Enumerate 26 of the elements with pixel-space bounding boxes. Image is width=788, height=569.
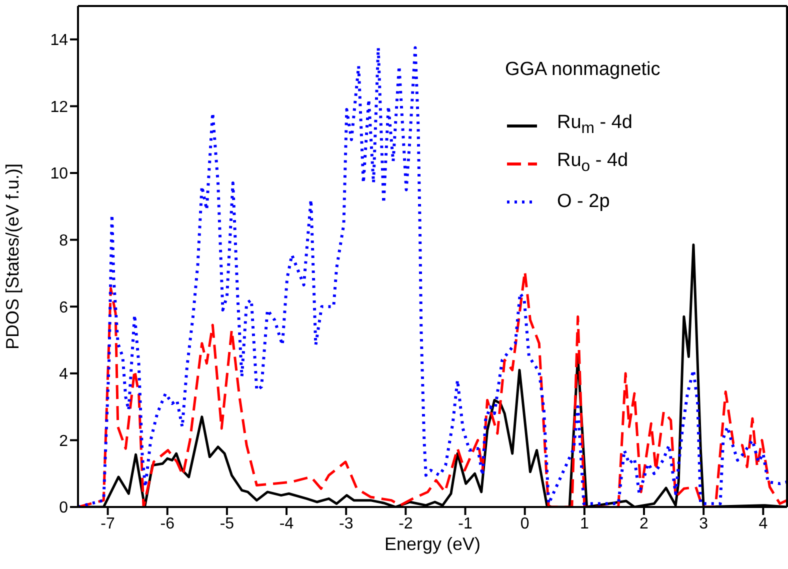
legend-label: Ru$_{o}$ - 4d	[557, 150, 628, 175]
y-tick-label: 14	[50, 32, 68, 50]
x-tick-label: 3	[699, 515, 708, 532]
y-tick-label: 6	[59, 299, 68, 316]
legend-label: Ru$_{m}$ - 4d	[557, 112, 633, 137]
x-tick-label: -4	[279, 515, 294, 532]
x-tick-label: 4	[758, 515, 768, 532]
x-tick-label: -6	[160, 515, 175, 532]
x-tick-label: 0	[520, 515, 530, 532]
y-tick-label: 0	[59, 500, 68, 517]
y-tick-label: 10	[50, 166, 68, 183]
x-tick-label: -3	[338, 515, 354, 532]
x-tick-label: -1	[458, 515, 472, 532]
y-axis-title: PDOS [States/(eV f.u.)]	[2, 163, 22, 350]
x-tick-label: -7	[100, 515, 115, 532]
x-tick-label: -5	[220, 515, 234, 532]
legend-title: GGA nonmagnetic	[505, 58, 660, 82]
x-axis-title: Energy (eV)	[384, 534, 481, 554]
legend-label: O - 2p	[557, 191, 610, 212]
y-tick-label: 12	[50, 98, 68, 116]
y-tick-label: 2	[59, 432, 68, 450]
x-tick-label: 2	[640, 515, 649, 532]
x-tick-label: -2	[398, 515, 413, 532]
y-tick-label: 8	[59, 232, 68, 250]
x-tick-label: 1	[580, 515, 589, 532]
y-tick-label: 4	[59, 366, 68, 384]
